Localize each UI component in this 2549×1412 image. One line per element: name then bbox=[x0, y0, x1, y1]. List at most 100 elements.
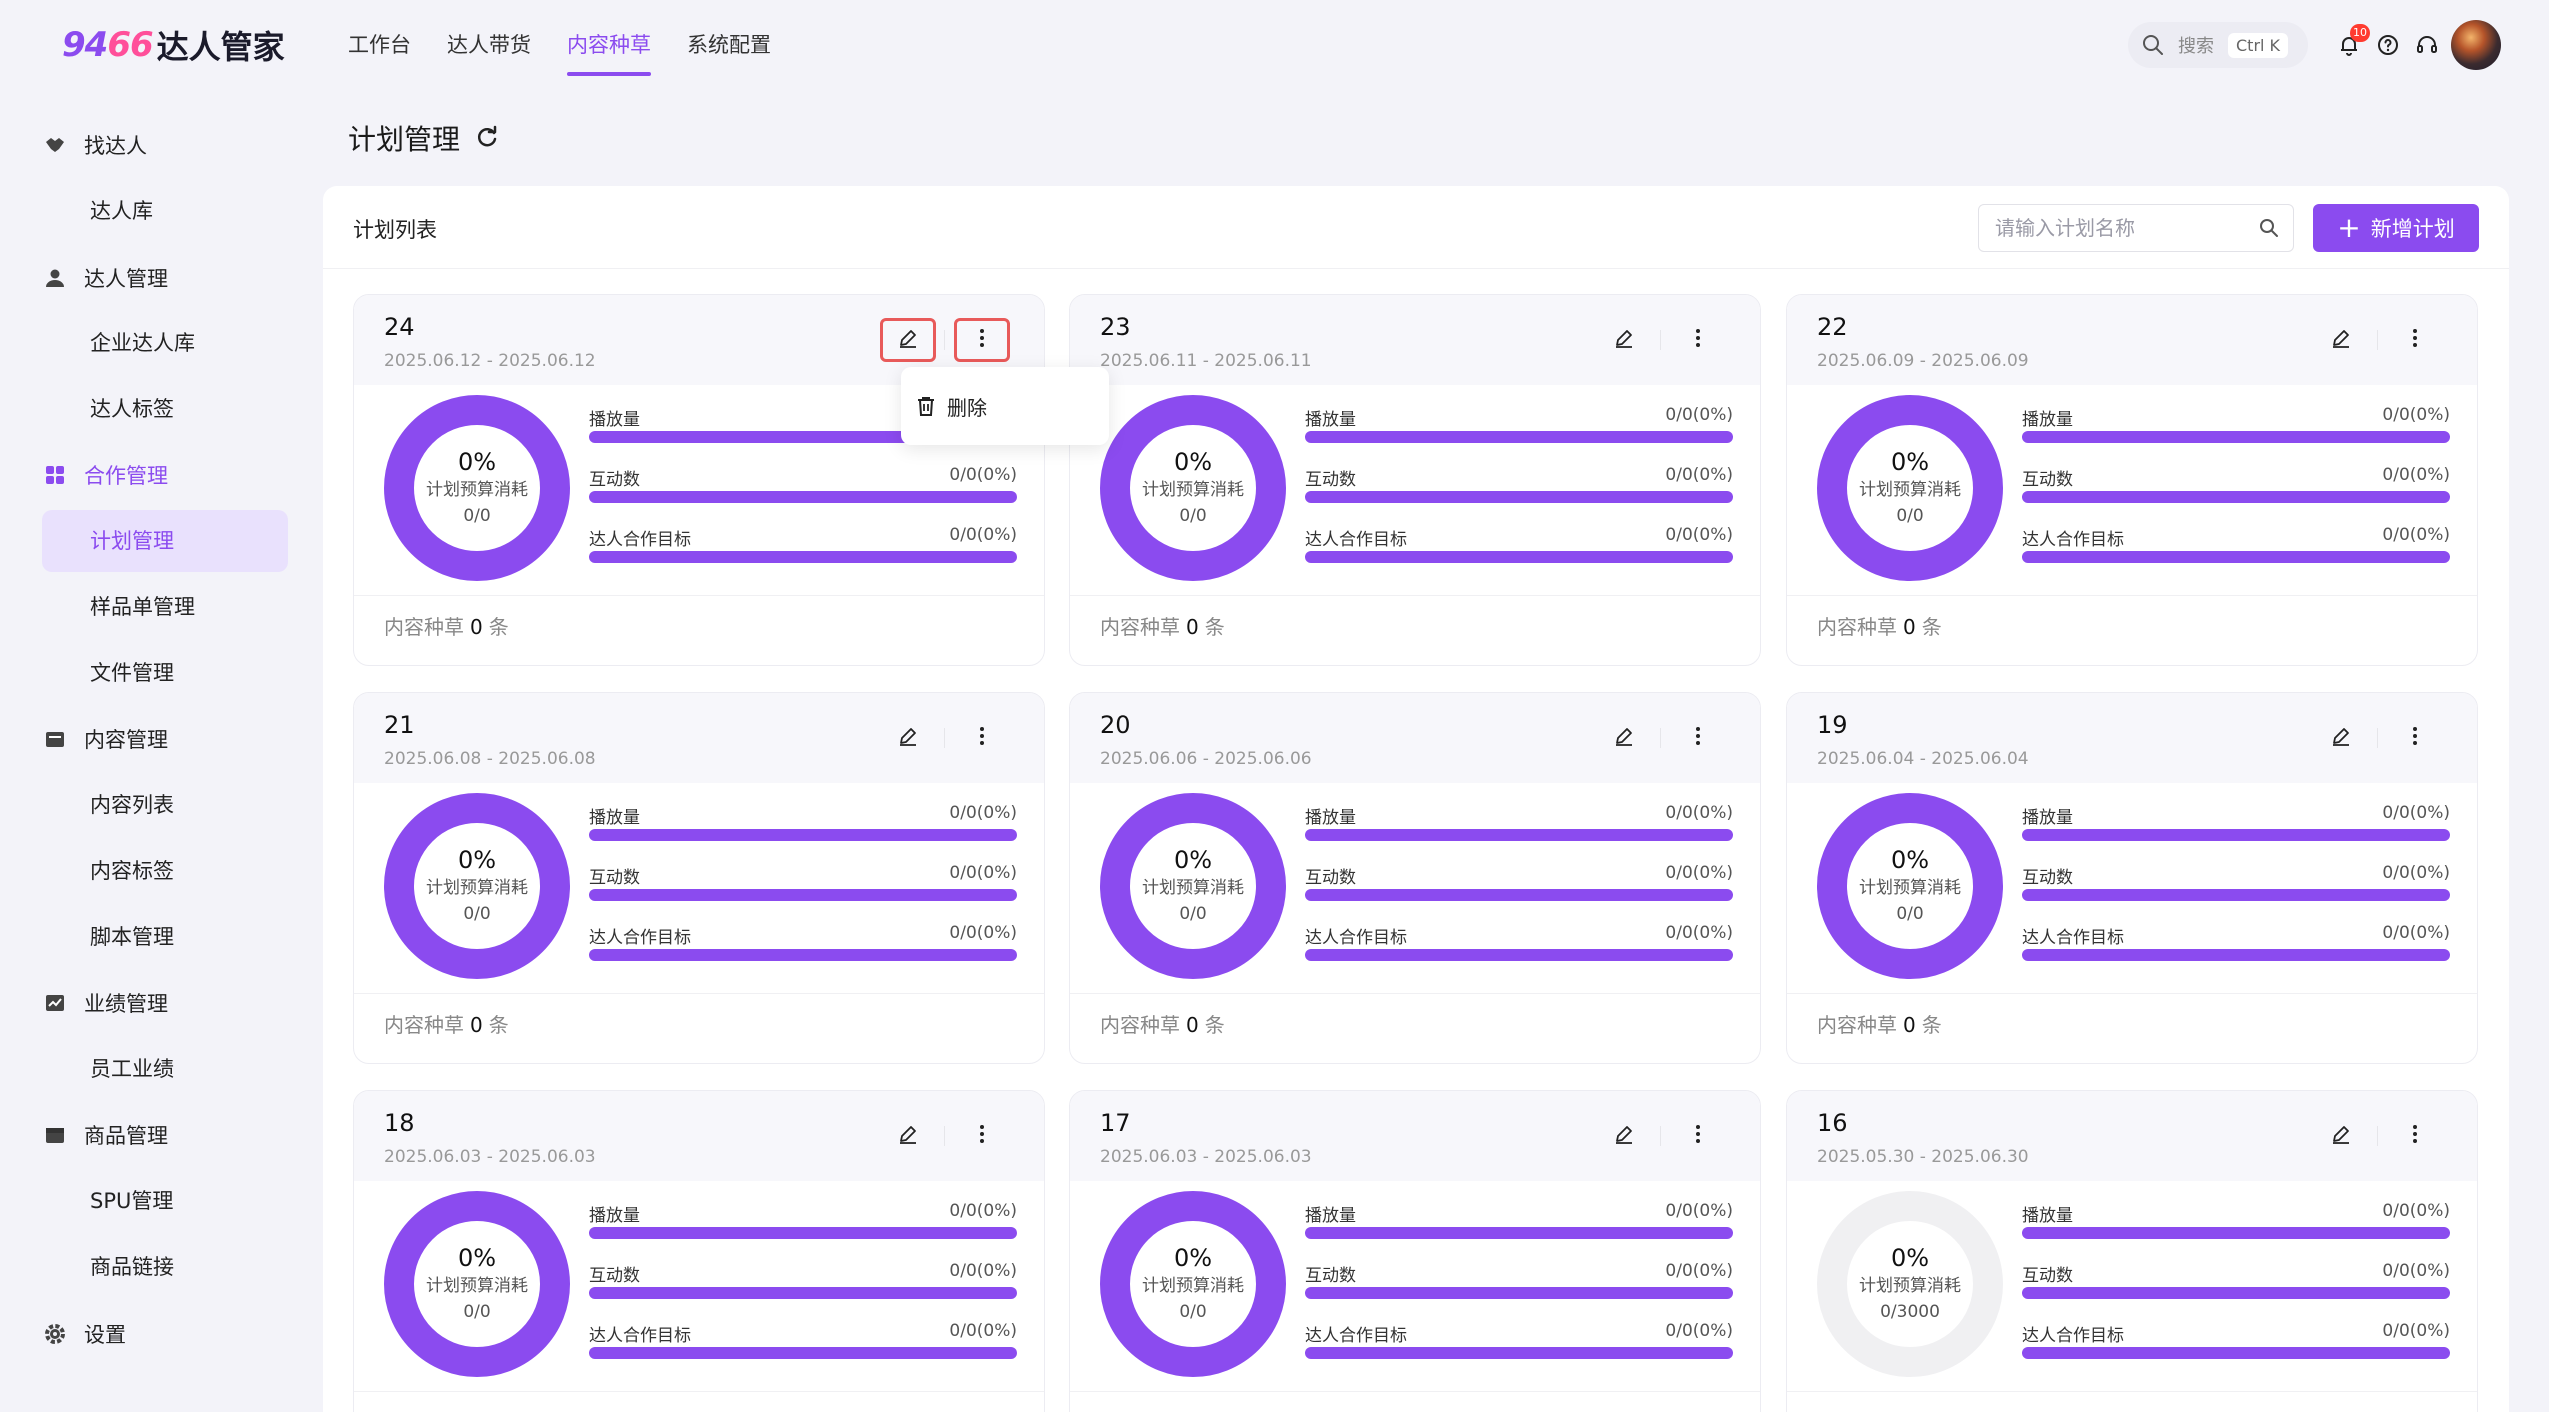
metric-progress-bar bbox=[589, 829, 1017, 841]
search-icon[interactable] bbox=[2259, 218, 2279, 238]
metric-value: 0/0(0%) bbox=[949, 465, 1017, 485]
trash-icon bbox=[918, 397, 934, 416]
sidebar-group-find-influencer[interactable]: 找达人 bbox=[42, 115, 147, 175]
delete-menu-item[interactable]: 删除 bbox=[947, 395, 987, 420]
add-plan-button[interactable]: + 新增计划 bbox=[2313, 204, 2479, 252]
sidebar-item-file-management[interactable]: 文件管理 bbox=[90, 661, 174, 685]
plan-card[interactable]: 23 2025.06.11 - 2025.06.11 0% 计划预算消耗 0/0… bbox=[1069, 294, 1761, 666]
plan-card[interactable]: 17 2025.06.03 - 2025.06.03 0% 计划预算消耗 0/0… bbox=[1069, 1090, 1761, 1412]
help-icon[interactable] bbox=[2373, 30, 2403, 60]
edit-button[interactable] bbox=[2313, 318, 2369, 362]
metric-label: 播放量 bbox=[2022, 808, 2073, 828]
refresh-icon[interactable] bbox=[474, 125, 500, 151]
more-button[interactable] bbox=[1670, 1114, 1726, 1158]
edit-button[interactable] bbox=[2313, 1114, 2369, 1158]
metric-label: 达人合作目标 bbox=[2022, 928, 2124, 948]
more-button[interactable] bbox=[2387, 1114, 2443, 1158]
plan-card[interactable]: 24 2025.06.12 - 2025.06.12 0% 计划预算消耗 0/0… bbox=[353, 294, 1045, 666]
logo[interactable]: 9466 达人管家 bbox=[62, 20, 285, 70]
metric-progress-bar bbox=[2022, 1347, 2450, 1359]
edit-icon bbox=[1613, 725, 1635, 751]
more-button[interactable] bbox=[1670, 318, 1726, 362]
more-vertical-icon bbox=[1695, 725, 1701, 751]
budget-label: 计划预算消耗 bbox=[426, 878, 528, 898]
metric-value: 0/0(0%) bbox=[2382, 525, 2450, 545]
metric-value: 0/0(0%) bbox=[1665, 803, 1733, 823]
sidebar-group-products[interactable]: 商品管理 bbox=[42, 1105, 168, 1165]
icon-separator bbox=[2377, 330, 2378, 350]
content-count-prefix: 内容种草 bbox=[1817, 615, 1897, 639]
user-icon bbox=[42, 265, 68, 291]
more-button[interactable] bbox=[2387, 318, 2443, 362]
metric-row: 播放量 0/0(0%) bbox=[2022, 1201, 2450, 1241]
global-search[interactable]: 搜索 Ctrl K bbox=[2128, 22, 2308, 68]
more-button[interactable] bbox=[954, 318, 1010, 362]
card-header: 22 2025.06.09 - 2025.06.09 bbox=[1787, 295, 2477, 385]
metric-value: 0/0(0%) bbox=[949, 1201, 1017, 1221]
sidebar-item-content-tags[interactable]: 内容标签 bbox=[90, 859, 174, 883]
edit-button[interactable] bbox=[880, 1114, 936, 1158]
plan-search-input[interactable] bbox=[1995, 216, 2245, 240]
sidebar-item-sample-orders[interactable]: 样品单管理 bbox=[90, 595, 195, 619]
sidebar-item-plan-management[interactable]: 计划管理 bbox=[42, 510, 288, 572]
plan-card[interactable]: 20 2025.06.06 - 2025.06.06 0% 计划预算消耗 0/0… bbox=[1069, 692, 1761, 1064]
edit-button[interactable] bbox=[1596, 318, 1652, 362]
sidebar-group-content[interactable]: 内容管理 bbox=[42, 709, 168, 769]
content-count-suffix: 条 bbox=[1921, 1013, 1942, 1037]
nav-influencer-sales[interactable]: 达人带货 bbox=[447, 33, 531, 57]
more-button[interactable] bbox=[1670, 716, 1726, 760]
content-count-suffix: 条 bbox=[1204, 615, 1225, 639]
plan-card[interactable]: 22 2025.06.09 - 2025.06.09 0% 计划预算消耗 0/0… bbox=[1786, 294, 2478, 666]
sidebar-item-scripts[interactable]: 脚本管理 bbox=[90, 925, 174, 949]
content-count-value: 0 bbox=[1186, 615, 1199, 639]
plan-name: 20 bbox=[1100, 711, 1131, 739]
metric-value: 0/0(0%) bbox=[1665, 465, 1733, 485]
headset-icon[interactable] bbox=[2412, 30, 2442, 60]
sidebar-group-influencer-management[interactable]: 达人管理 bbox=[42, 248, 168, 308]
edit-button[interactable] bbox=[880, 318, 936, 362]
plan-card[interactable]: 19 2025.06.04 - 2025.06.04 0% 计划预算消耗 0/0… bbox=[1786, 692, 2478, 1064]
budget-label: 计划预算消耗 bbox=[1859, 480, 1961, 500]
edit-button[interactable] bbox=[1596, 1114, 1652, 1158]
more-vertical-icon bbox=[2412, 327, 2418, 353]
plan-search[interactable] bbox=[1978, 204, 2294, 252]
more-button[interactable] bbox=[2387, 716, 2443, 760]
sidebar-item-product-links[interactable]: 商品链接 bbox=[90, 1255, 174, 1279]
sidebar-item-spu[interactable]: SPU管理 bbox=[90, 1189, 174, 1213]
sidebar-group-performance[interactable]: 业绩管理 bbox=[42, 973, 168, 1033]
sidebar-item-influencer-library[interactable]: 达人库 bbox=[90, 199, 153, 223]
sidebar-group-cooperation[interactable]: 合作管理 bbox=[42, 445, 168, 505]
plan-card[interactable]: 16 2025.05.30 - 2025.06.30 0% 计划预算消耗 0/3… bbox=[1786, 1090, 2478, 1412]
metric-progress-bar bbox=[1305, 431, 1733, 443]
plan-card[interactable]: 18 2025.06.03 - 2025.06.03 0% 计划预算消耗 0/0… bbox=[353, 1090, 1045, 1412]
sidebar-item-employee-performance[interactable]: 员工业绩 bbox=[90, 1057, 174, 1081]
edit-button[interactable] bbox=[880, 716, 936, 760]
more-button[interactable] bbox=[954, 716, 1010, 760]
card-divider bbox=[1070, 1391, 1760, 1392]
plan-card[interactable]: 21 2025.06.08 - 2025.06.08 0% 计划预算消耗 0/0… bbox=[353, 692, 1045, 1064]
metric-value: 0/0(0%) bbox=[1665, 1261, 1733, 1281]
more-button[interactable] bbox=[954, 1114, 1010, 1158]
edit-button[interactable] bbox=[1596, 716, 1652, 760]
plan-date-range: 2025.06.12 - 2025.06.12 bbox=[384, 351, 596, 371]
sidebar-group-settings[interactable]: 设置 bbox=[42, 1304, 126, 1364]
icon-separator bbox=[944, 1126, 945, 1146]
metric-value: 0/0(0%) bbox=[949, 863, 1017, 883]
sidebar-item-enterprise-library[interactable]: 企业达人库 bbox=[90, 331, 195, 355]
metric-value: 0/0(0%) bbox=[2382, 1321, 2450, 1341]
more-vertical-icon bbox=[979, 725, 985, 751]
metric-label: 达人合作目标 bbox=[589, 928, 691, 948]
nav-content-seeding[interactable]: 内容种草 bbox=[567, 0, 651, 90]
edit-button[interactable] bbox=[2313, 716, 2369, 760]
nav-workbench[interactable]: 工作台 bbox=[348, 33, 411, 57]
metric-label: 达人合作目标 bbox=[589, 1326, 691, 1346]
user-avatar[interactable] bbox=[2451, 20, 2501, 70]
sidebar-item-influencer-tags[interactable]: 达人标签 bbox=[90, 397, 174, 421]
notification-bell-icon[interactable]: 10 bbox=[2334, 24, 2370, 60]
sidebar-item-content-list[interactable]: 内容列表 bbox=[90, 793, 174, 817]
more-vertical-icon bbox=[1695, 1123, 1701, 1149]
nav-system-config[interactable]: 系统配置 bbox=[687, 33, 771, 57]
card-divider bbox=[354, 595, 1044, 596]
